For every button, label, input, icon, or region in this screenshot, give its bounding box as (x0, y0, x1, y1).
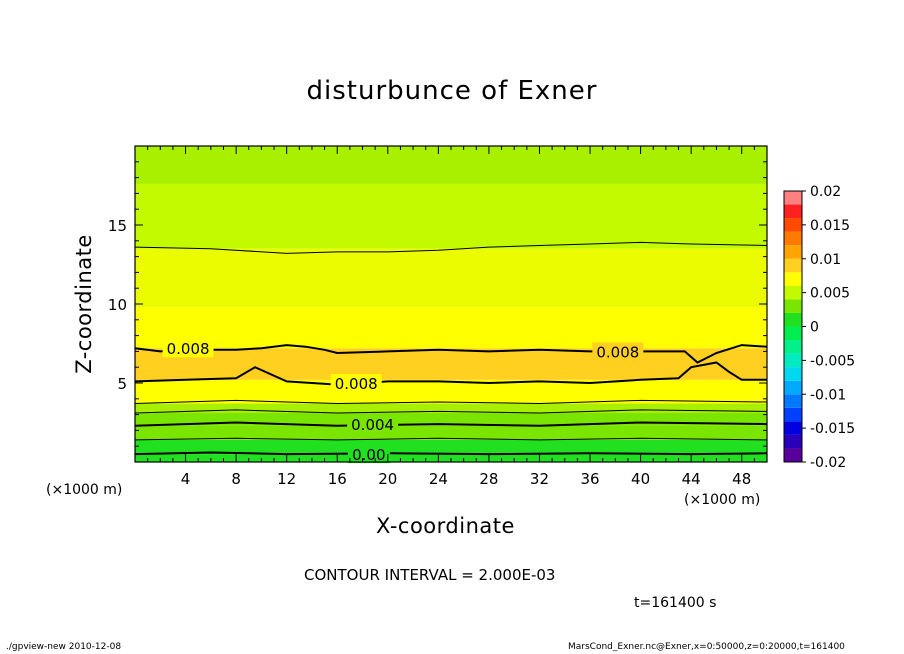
x-axis-label: X-coordinate (376, 514, 515, 538)
colorbar-swatch (784, 340, 802, 354)
y-tick-label: 10 (108, 296, 127, 314)
colorbar-label: 0 (810, 320, 819, 336)
y-axis-label: Z-coordinate (72, 234, 96, 374)
colorbar-swatch (784, 258, 802, 273)
colorbar-swatch (784, 326, 802, 341)
colorbar-swatch (784, 218, 802, 232)
colorbar-label: -0.005 (810, 353, 855, 369)
colorbar-label: 0.015 (810, 218, 850, 234)
contour-band-6 (135, 348, 767, 380)
contour-label-bg-1 (347, 415, 399, 434)
contour-line-7 (134, 241, 768, 254)
contour-band-4 (135, 403, 767, 414)
contour-label: 0.00 (352, 446, 385, 464)
contour-band-1 (135, 439, 767, 455)
colorbar-label: 0.01 (810, 252, 841, 268)
colorbar: 0.02 0.015 0.01 0.005 0 -0.005 -0.01 -0.015 -0.0… (783, 184, 855, 471)
contour-line-4 (134, 399, 768, 405)
contour-interval-note: CONTOUR INTERVAL = 2.000E-03 (304, 566, 556, 584)
chart-title: disturbunce of Exner (306, 76, 598, 106)
contour-line-1 (134, 437, 768, 441)
contour-line-2 (134, 421, 768, 427)
colorbar-label: 0.005 (810, 286, 850, 302)
colorbar-swatch (784, 285, 802, 300)
y-tick-label: 15 (108, 217, 127, 235)
colorbar-swatch (784, 421, 802, 435)
colorbar-swatch (784, 353, 802, 368)
colorbar-swatch (784, 434, 802, 449)
contour-band-9 (135, 183, 767, 249)
contour-label-bg-3 (162, 339, 214, 358)
colorbar-swatch (784, 367, 802, 381)
colorbar-swatch (784, 299, 802, 313)
x-tick-label: 12 (277, 470, 296, 488)
contour-label: 0.008 (596, 343, 639, 361)
x-tick-label: 44 (682, 470, 701, 488)
x-tick-label: 4 (181, 470, 191, 488)
colorbar-label: 0.02 (810, 184, 841, 200)
colorbar-label: -0.01 (810, 387, 846, 403)
colorbar-label: -0.02 (810, 455, 846, 471)
contour-band-2 (135, 425, 767, 440)
footer-left-text: ./gpview-new 2010-12-08 (6, 642, 122, 652)
colorbar-swatch (784, 312, 802, 327)
time-stamp-label: t=161400 s (634, 595, 717, 611)
contour-line-5 (134, 361, 767, 386)
x-tick-label: 24 (429, 470, 448, 488)
colorbar-swatch (784, 204, 802, 219)
colorbar-swatch (784, 407, 802, 422)
x-tick-label: 28 (479, 470, 498, 488)
contour-label-bg-2 (330, 374, 382, 392)
colorbar-swatch (784, 245, 802, 259)
contour-band-8 (135, 248, 767, 308)
contour-label: 0.004 (351, 416, 394, 434)
x-tick-label: 40 (631, 470, 650, 488)
colorbar-swatch (784, 380, 802, 395)
colorbar-swatch (784, 272, 802, 286)
contour-band-7 (135, 307, 767, 349)
contour-line-0 (134, 451, 768, 456)
contour-line-3 (134, 409, 768, 414)
x-tick-label: 48 (732, 470, 751, 488)
contour-label: 0.008 (167, 340, 210, 358)
x-tick-label: 32 (530, 470, 549, 488)
contour-label-bg-4 (592, 342, 644, 361)
x-unit-label-left: (×1000 m) (46, 482, 123, 498)
contour-band-10 (135, 146, 767, 184)
x-unit-label-right: (×1000 m) (684, 492, 761, 508)
footer-right-text: MarsCond_Exner.nc@Exner,x=0:50000,z=0:20… (568, 642, 845, 652)
contour-line-6 (134, 344, 768, 364)
x-tick-label: 16 (328, 470, 347, 488)
colorbar-swatch (784, 231, 802, 246)
colorbar-label: -0.015 (810, 421, 855, 437)
x-tick-label: 36 (580, 470, 599, 488)
colorbar-swatch (784, 394, 802, 408)
x-tick-label: 20 (378, 470, 397, 488)
x-tick-label: 8 (231, 470, 241, 488)
contour-label: 0.008 (335, 375, 378, 393)
contour-band-5 (135, 379, 767, 404)
colorbar-swatch (784, 448, 802, 462)
y-tick-label: 5 (117, 375, 127, 393)
contour-label-bg-0 (347, 445, 390, 464)
colorbar-swatch (784, 191, 802, 205)
